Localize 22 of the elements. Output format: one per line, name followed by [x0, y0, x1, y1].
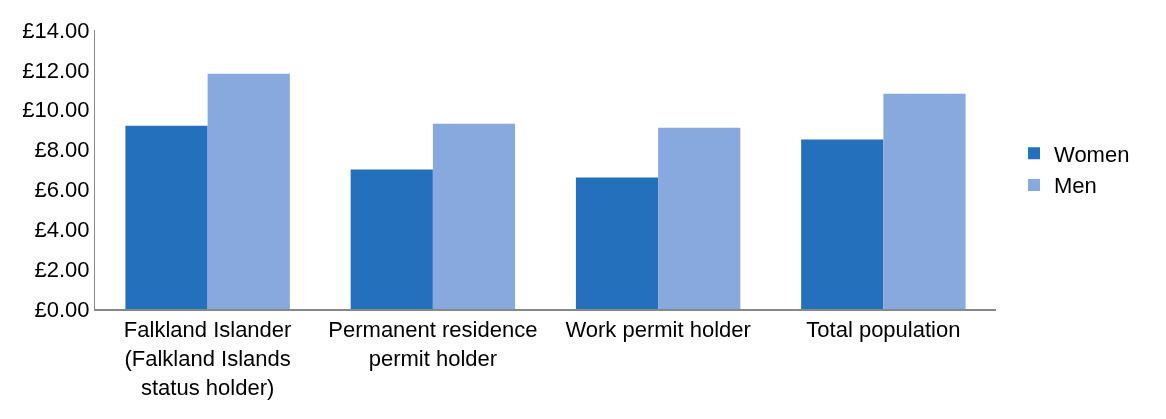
- y-tick-label: £0.00: [34, 296, 90, 322]
- x-tick-label: Permanent residence permit holder: [328, 317, 538, 371]
- y-tick-label: £2.00: [34, 256, 90, 282]
- y-tick-label: £14.00: [22, 17, 90, 43]
- bar: [658, 127, 741, 309]
- y-tick-label: £12.00: [22, 57, 90, 83]
- y-tick-label: £4.00: [34, 216, 90, 242]
- x-tick-label: Work permit holder: [565, 317, 751, 343]
- x-tick-label: Falkland Islander (Falkland Islands status holder): [123, 317, 292, 400]
- bar: [883, 93, 966, 309]
- y-tick-label: £6.00: [34, 177, 90, 203]
- bar: [207, 73, 290, 309]
- legend-label: Men: [1054, 173, 1097, 199]
- x-tick-label: Total population: [806, 317, 961, 343]
- bar: [575, 177, 659, 309]
- y-tick-label: £8.00: [34, 137, 90, 163]
- y-tick-label: £10.00: [22, 97, 90, 123]
- bar: [801, 139, 884, 309]
- legend-label: Women: [1054, 141, 1130, 167]
- bar: [350, 169, 433, 309]
- bar: [432, 123, 516, 309]
- bar: [125, 125, 208, 309]
